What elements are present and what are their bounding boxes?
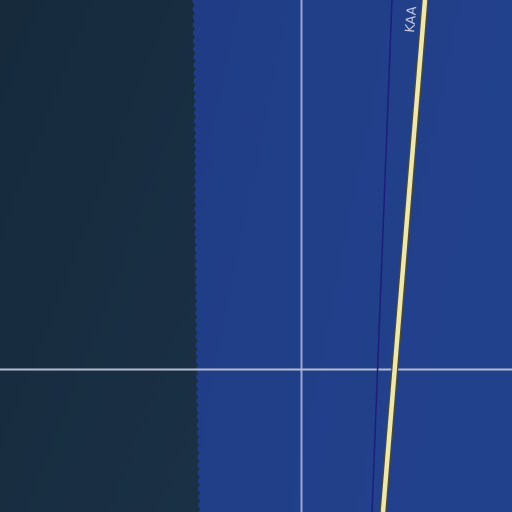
shoreline [192,0,202,512]
land-area [0,0,200,512]
road[interactable] [380,0,428,512]
road-label: KAA [403,6,420,34]
boundary-line [371,0,393,512]
